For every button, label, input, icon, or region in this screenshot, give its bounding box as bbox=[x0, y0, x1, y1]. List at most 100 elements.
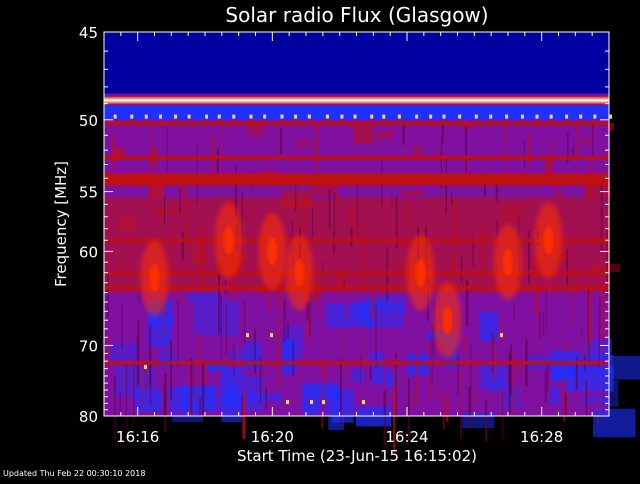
streak bbox=[309, 272, 311, 336]
bright-spot bbox=[270, 333, 273, 338]
noise-patch bbox=[549, 386, 560, 404]
bright-spot bbox=[286, 400, 289, 405]
streak bbox=[460, 256, 463, 283]
streak bbox=[138, 283, 141, 303]
streak bbox=[300, 216, 303, 246]
streak bbox=[236, 344, 238, 359]
streak bbox=[344, 332, 346, 374]
streak bbox=[474, 390, 477, 403]
noise-patch bbox=[187, 292, 221, 302]
burst-core bbox=[543, 226, 554, 255]
streak bbox=[395, 196, 398, 249]
band-gap-region bbox=[104, 105, 609, 120]
streak bbox=[588, 342, 590, 364]
axes: 45 50 55 60 70 80 16:16 16:20 16:24 16:28 bbox=[79, 24, 610, 446]
speckle bbox=[565, 114, 569, 119]
x-tick-label: 16:16 bbox=[116, 428, 159, 446]
speckle bbox=[280, 114, 284, 119]
speckle bbox=[370, 114, 374, 119]
speckle bbox=[174, 114, 178, 119]
x-tick-label: 16:28 bbox=[520, 428, 563, 446]
streak bbox=[457, 356, 460, 396]
speckle bbox=[609, 114, 613, 119]
streak bbox=[107, 337, 110, 364]
streak bbox=[220, 295, 222, 365]
band-line bbox=[104, 270, 609, 275]
y-tick-label: 70 bbox=[79, 337, 98, 355]
speckle bbox=[340, 114, 344, 119]
streak bbox=[104, 371, 107, 393]
streak bbox=[542, 311, 545, 336]
streak bbox=[225, 304, 228, 355]
streak bbox=[181, 295, 183, 306]
streak bbox=[163, 385, 166, 418]
noise-patch bbox=[118, 216, 135, 231]
streak bbox=[581, 325, 583, 339]
streak bbox=[170, 340, 173, 401]
streak bbox=[190, 357, 193, 414]
streak bbox=[197, 354, 199, 366]
heatmap-area bbox=[104, 32, 640, 453]
streak bbox=[149, 128, 151, 198]
low-band-region bbox=[104, 32, 609, 94]
streak bbox=[234, 280, 236, 303]
streak bbox=[519, 359, 522, 373]
streak bbox=[173, 219, 175, 272]
burst-core bbox=[503, 248, 513, 277]
noise-patch bbox=[281, 189, 312, 209]
streak bbox=[485, 400, 488, 442]
noise-patch bbox=[412, 145, 424, 158]
streak bbox=[566, 341, 568, 353]
streak bbox=[111, 132, 114, 169]
streak bbox=[439, 388, 441, 404]
streak bbox=[441, 121, 444, 144]
streak bbox=[393, 310, 395, 322]
streak bbox=[278, 316, 281, 349]
streak bbox=[350, 227, 353, 247]
bright-spot bbox=[144, 364, 147, 369]
noise-patch bbox=[148, 181, 165, 199]
noise-patch bbox=[407, 353, 431, 376]
speckle bbox=[113, 114, 117, 119]
streak bbox=[407, 204, 410, 238]
streak bbox=[383, 390, 387, 446]
streak bbox=[519, 385, 521, 404]
speckle bbox=[249, 114, 253, 119]
streak bbox=[254, 327, 257, 375]
y-tick-label: 60 bbox=[79, 243, 98, 261]
noise-patch bbox=[545, 155, 551, 175]
streak bbox=[564, 393, 567, 418]
speckle bbox=[217, 114, 221, 119]
band-line bbox=[104, 120, 609, 125]
noise-patch bbox=[400, 243, 418, 249]
noise-patch bbox=[336, 273, 345, 287]
streak bbox=[375, 305, 377, 369]
noise-patch bbox=[205, 364, 226, 372]
noise-patch bbox=[402, 189, 423, 196]
y-tick-label: 45 bbox=[79, 24, 98, 42]
streak bbox=[316, 279, 318, 313]
streak bbox=[521, 149, 523, 185]
streak bbox=[597, 400, 599, 427]
streak bbox=[156, 300, 158, 367]
streak bbox=[598, 328, 600, 368]
streak bbox=[513, 353, 516, 414]
streak bbox=[178, 187, 181, 215]
speckle bbox=[232, 114, 236, 119]
speckle bbox=[474, 114, 478, 119]
speckle bbox=[520, 114, 524, 119]
streak bbox=[508, 351, 511, 390]
streak bbox=[487, 229, 490, 241]
streak bbox=[563, 378, 565, 422]
speckle bbox=[593, 114, 597, 119]
streak bbox=[322, 260, 324, 272]
streak bbox=[510, 344, 512, 395]
noise-patch bbox=[363, 297, 388, 310]
streak bbox=[428, 344, 431, 401]
streak bbox=[283, 298, 286, 342]
streak bbox=[523, 138, 526, 168]
streak bbox=[163, 195, 165, 225]
streak bbox=[370, 296, 373, 319]
streak bbox=[492, 240, 495, 294]
